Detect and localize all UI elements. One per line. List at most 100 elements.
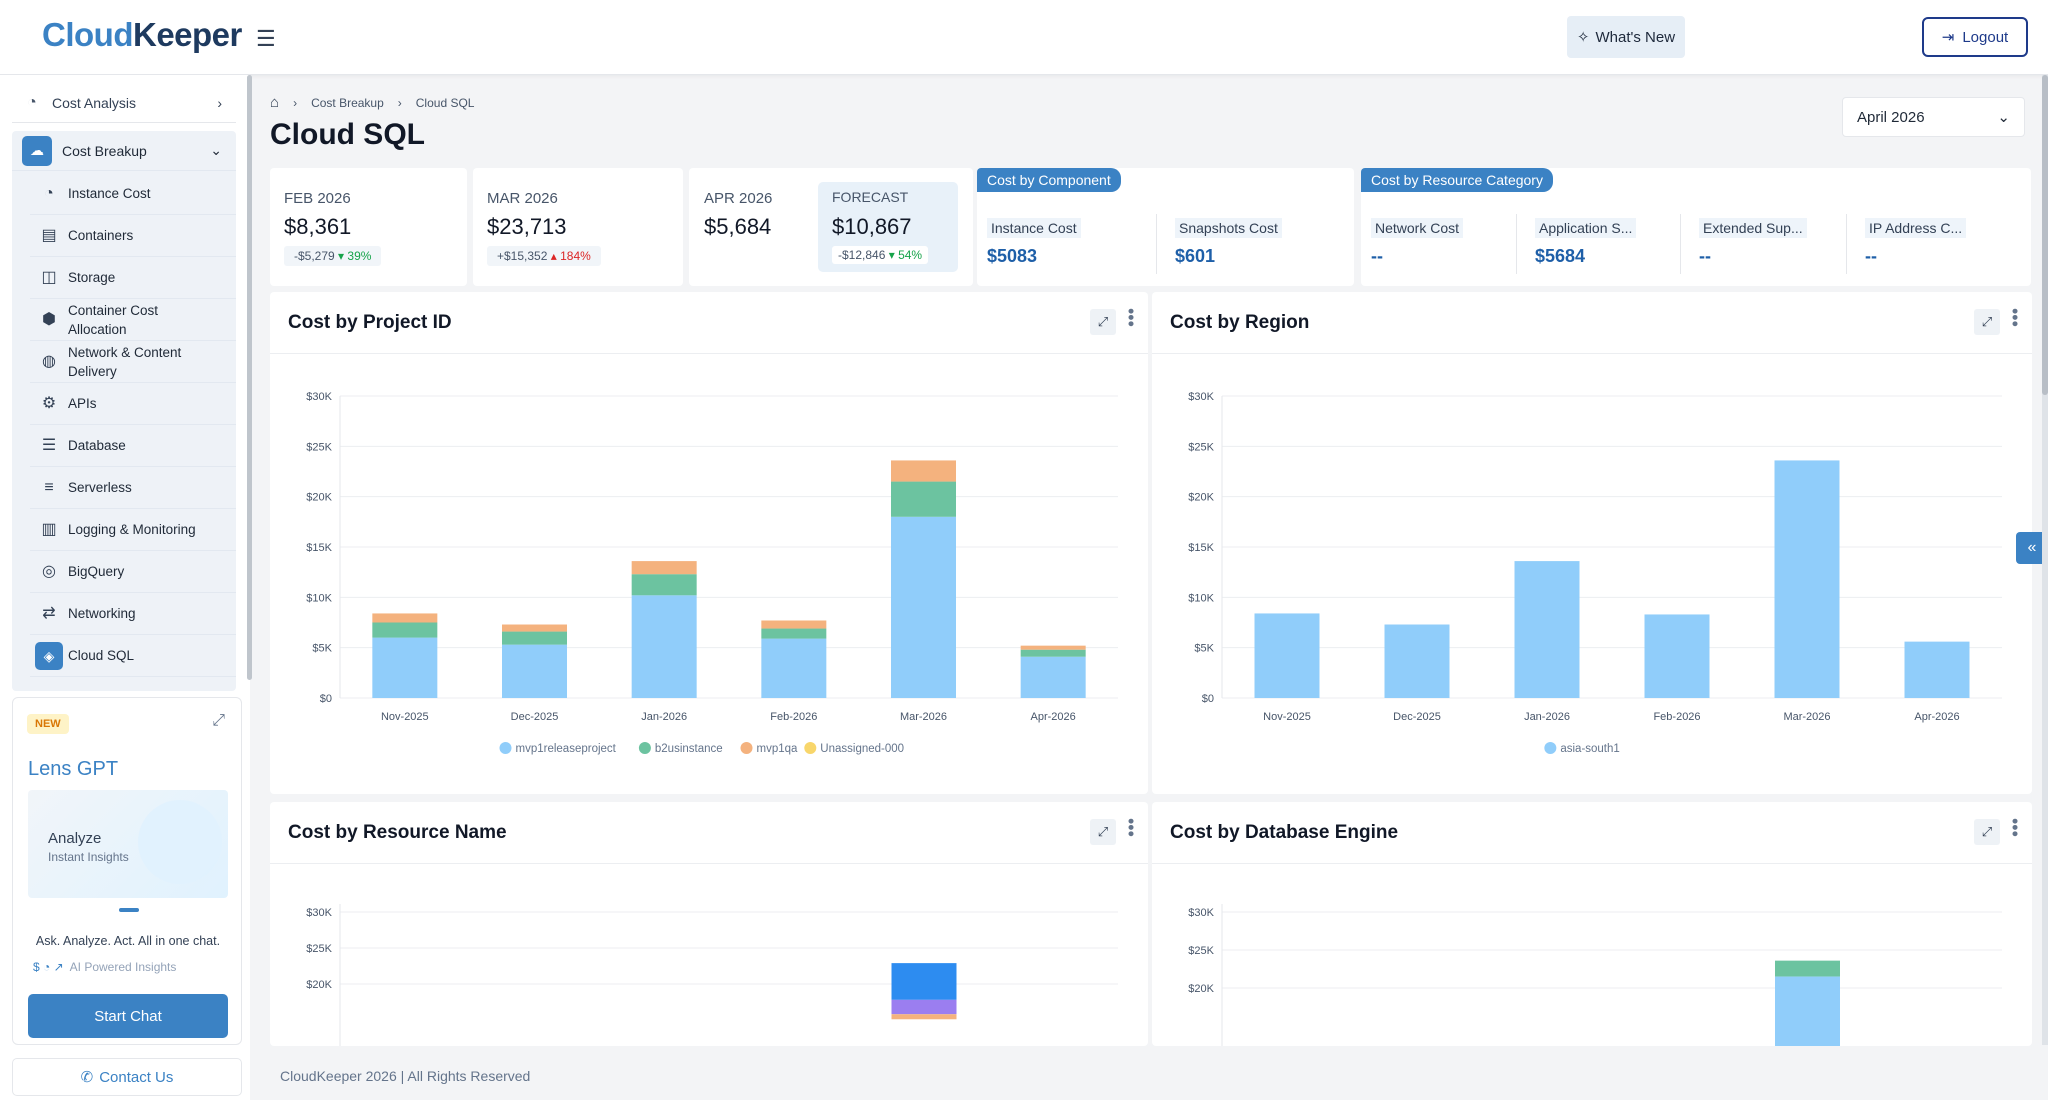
cloudkeeper-logo[interactable]: CloudKeeper — [42, 16, 242, 53]
contact-us-button[interactable]: ✆ Contact Us — [12, 1058, 242, 1096]
home-icon[interactable]: ⌂ — [270, 94, 280, 111]
whats-new-button[interactable]: ✧ What's New — [1567, 16, 1685, 58]
panel-title: Cost by Region — [1170, 312, 1310, 333]
bar-asia-south1 — [1254, 613, 1320, 698]
hexagon-icon: ⬢ — [42, 311, 56, 328]
bar-mvp1releaseproject — [891, 516, 956, 698]
component-snapshots-cost[interactable]: Snapshots Cost $601 — [1165, 214, 1345, 274]
carousel-indicator[interactable] — [119, 908, 139, 912]
forecast-card: FORECAST $10,867 -$12,846 ▾ 54% — [818, 182, 958, 272]
month-select[interactable]: April 2026 ⌄ — [1842, 97, 2025, 137]
x-tick-label: Jan-2026 — [1524, 711, 1570, 723]
legend-marker — [499, 742, 512, 754]
more-options-icon[interactable]: ••• — [1121, 818, 1141, 837]
component-instance-cost[interactable]: Instance Cost $5083 — [977, 214, 1157, 274]
sidebar-item-label: Container Cost Allocation — [68, 302, 159, 337]
sidebar-item-label: APIs — [68, 396, 97, 411]
footer: CloudKeeper 2026 | All Rights Reserved — [250, 1046, 2048, 1100]
menu-icon[interactable]: ☰ — [256, 26, 276, 51]
art-title: Analyze — [48, 830, 102, 847]
bar-asia-south1 — [1384, 624, 1450, 698]
page-title: Cloud SQL — [270, 118, 425, 151]
expand-icon[interactable]: ⤢ — [1974, 819, 2000, 845]
sidebar-item-containers[interactable]: ▤ Containers — [30, 215, 236, 257]
y-tick-label: $25K — [1188, 945, 1214, 957]
sidebar-item-cost-analysis[interactable]: ◔ Cost Analysis › — [12, 83, 236, 123]
serverless-icon: ≡ — [44, 479, 54, 496]
y-tick-label: $15K — [306, 542, 332, 554]
logout-button[interactable]: ⇥ Logout — [1922, 17, 2028, 57]
sidebar-group-cost-breakup: ☁ Cost Breakup ⌄ ◔ Instance Cost ▤ Containe… — [12, 131, 236, 691]
start-chat-button[interactable]: Start Chat — [28, 994, 228, 1038]
top-bar: CloudKeeper ☰ ✧ What's New ⇥ Logout — [0, 0, 2048, 75]
cost-by-component-card: Cost by Component Instance Cost $5083 Sna… — [977, 168, 1354, 286]
y-tick-label: $10K — [306, 592, 332, 604]
expand-icon[interactable]: ⤢ — [1974, 309, 2000, 335]
x-tick-label: Feb-2026 — [1653, 711, 1700, 723]
bar-mvp1releaseproject — [1020, 656, 1086, 698]
bar-segment — [1775, 976, 1840, 1046]
bar-segment — [891, 963, 957, 1000]
y-tick-label: $20K — [1188, 492, 1214, 504]
category-extended-support[interactable]: Extended Sup... -- — [1689, 214, 1847, 274]
lens-gpt-illustration: Analyze Instant Insights — [28, 790, 228, 898]
bar-b2usinstance — [761, 628, 827, 639]
sidebar-item-apis[interactable]: ⚙ APIs — [30, 383, 236, 425]
sidebar-item-logging-monitoring[interactable]: ▥ Logging & Monitoring — [30, 509, 236, 551]
expand-icon[interactable]: ⤢ — [1090, 819, 1116, 845]
bar-segment — [1775, 960, 1840, 977]
kpi-feb: FEB 2026 $8,361 -$5,279 ▾ 39% — [270, 168, 467, 286]
sidebar-item-label: Database — [68, 438, 126, 453]
category-network-cost[interactable]: Network Cost -- — [1361, 214, 1517, 274]
sidebar-scrollbar[interactable] — [247, 75, 252, 680]
y-tick-label: $5K — [1194, 643, 1214, 655]
api-icon: ⚙ — [41, 395, 57, 412]
y-tick-label: $20K — [1188, 983, 1214, 995]
bar-mvp1qa — [1020, 645, 1086, 650]
y-tick-label: $5K — [312, 643, 332, 655]
legend-marker — [740, 742, 753, 754]
category-ip-address[interactable]: IP Address C... -- — [1855, 214, 2025, 274]
chart-cost-by-engine: $30K $25K $20K — [1188, 904, 2002, 1046]
sidebar-item-label: Serverless — [68, 480, 132, 495]
bar-segment — [891, 999, 957, 1015]
bar-asia-south1 — [1774, 460, 1840, 698]
legend-label: Unassigned-000 — [820, 743, 904, 755]
more-options-icon[interactable]: ••• — [1121, 308, 1141, 327]
breadcrumb-cloud-sql: Cloud SQL — [415, 95, 475, 110]
x-tick-label: Dec-2025 — [511, 711, 559, 723]
sidebar-item-serverless[interactable]: ≡ Serverless — [30, 467, 236, 509]
sidebar-item-storage[interactable]: ◫ Storage — [30, 257, 236, 299]
y-tick-label: $25K — [306, 441, 332, 453]
sparkle-icon: ✧ — [1576, 29, 1590, 46]
sidebar-item-cost-breakup[interactable]: ☁ Cost Breakup ⌄ — [12, 131, 236, 171]
sidebar-item-instance-cost[interactable]: ◔ Instance Cost — [30, 173, 236, 215]
lens-gpt-title: Lens GPT — [28, 758, 119, 780]
sidebar-item-bigquery[interactable]: ◎ BigQuery — [30, 551, 236, 593]
container-icon: ▤ — [41, 227, 57, 244]
breadcrumb: ⌂ › Cost Breakup › Cloud SQL — [270, 94, 475, 111]
panel-cost-by-resource: Cost by Resource Name ⤢ ••• $30K $25K $20K — [270, 802, 1148, 1046]
category-application[interactable]: Application S... $5684 — [1525, 214, 1681, 274]
expand-icon[interactable]: ⤢ — [212, 712, 225, 729]
bar-asia-south1 — [1644, 614, 1710, 698]
x-tick-label: Mar-2026 — [900, 711, 947, 723]
sidebar-sub-list: ◔ Instance Cost ▤ Containers ◫ Storage ⬢ Contai… — [30, 173, 236, 677]
more-options-icon[interactable]: ••• — [2005, 818, 2025, 837]
sidebar-item-network-content-delivery[interactable]: ◍ Network & Content Delivery — [30, 341, 236, 383]
sidebar-item-cloud-sql[interactable]: ◈ Cloud SQL — [30, 635, 236, 677]
page-scrollbar[interactable] — [2042, 75, 2048, 1045]
bar-b2usinstance — [502, 631, 567, 645]
sidebar-item-networking[interactable]: ⇄ Networking — [30, 593, 236, 635]
bar-mvp1releaseproject — [372, 637, 438, 698]
breadcrumb-cost-breakup[interactable]: Cost Breakup — [311, 95, 384, 110]
expand-icon[interactable]: ⤢ — [1090, 309, 1116, 335]
sidebar-item-container-cost-allocation[interactable]: ⬢ Container Cost Allocation — [30, 299, 236, 341]
x-tick-label: Nov-2025 — [381, 711, 429, 723]
sidebar-item-database[interactable]: ☰ Database — [30, 425, 236, 467]
more-options-icon[interactable]: ••• — [2005, 308, 2025, 327]
bar-b2usinstance — [1020, 649, 1086, 657]
cloud-sql-icon: ◈ — [30, 641, 68, 670]
y-tick-label: $10K — [1188, 592, 1214, 604]
panel-cost-by-engine: Cost by Database Engine ⤢ ••• $30K $25K $20K — [1152, 802, 2032, 1046]
